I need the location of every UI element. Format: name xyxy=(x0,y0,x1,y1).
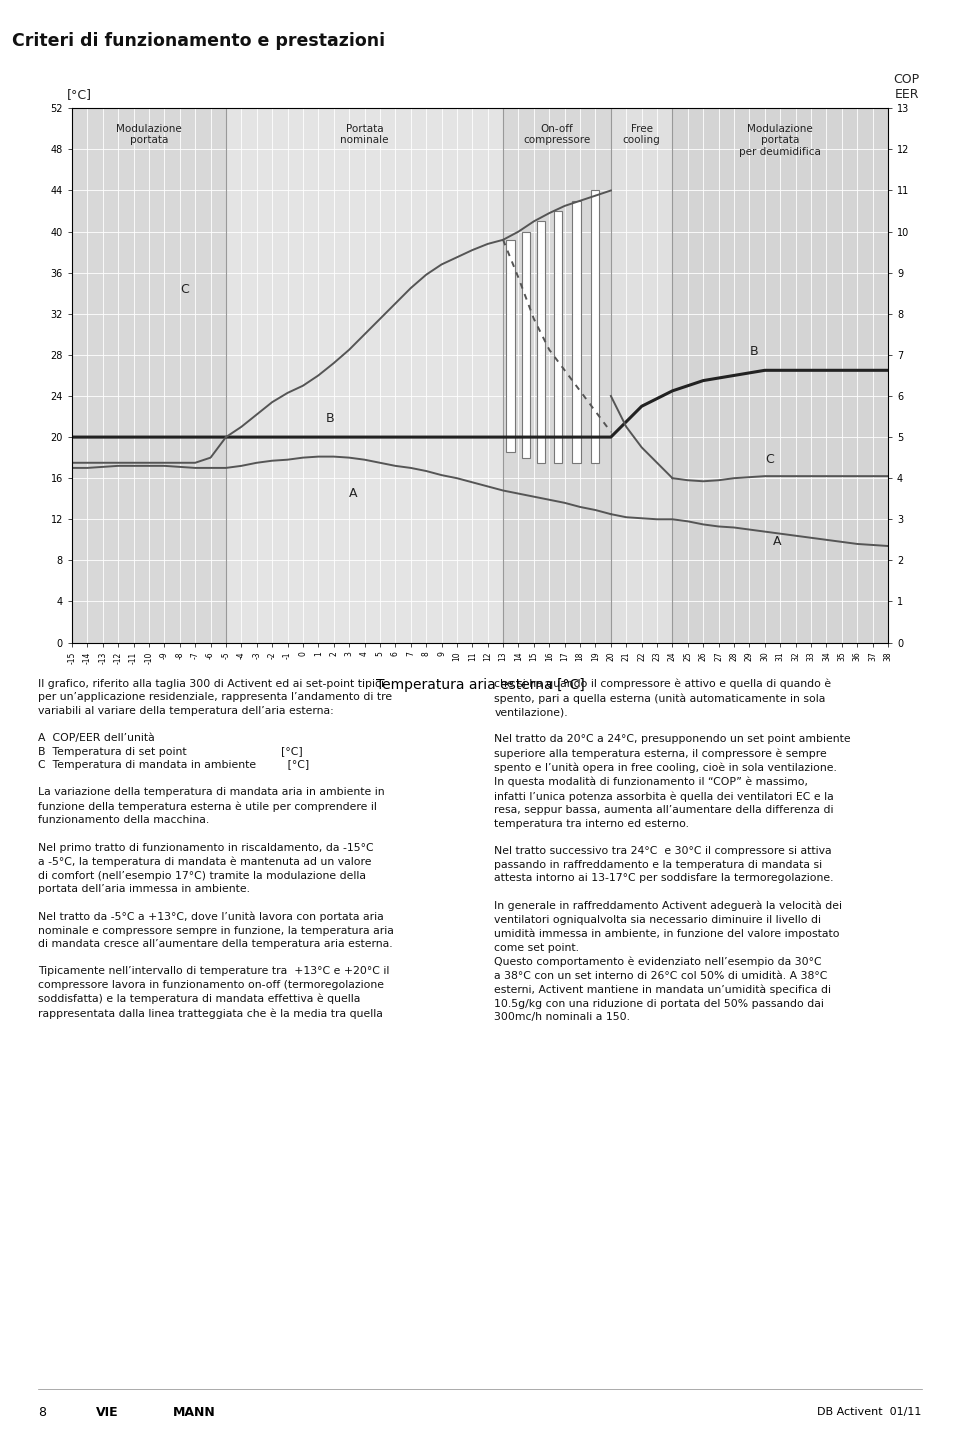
Text: A: A xyxy=(349,487,358,500)
Text: Criteri di funzionamento e prestazioni: Criteri di funzionamento e prestazioni xyxy=(12,32,385,51)
Bar xyxy=(72,108,226,643)
Bar xyxy=(672,108,888,643)
X-axis label: Temperatura aria esterna [°C]: Temperatura aria esterna [°C] xyxy=(375,677,585,692)
Text: On-off
compressore: On-off compressore xyxy=(523,124,590,146)
Text: C: C xyxy=(765,453,774,466)
Text: Il grafico, riferito alla taglia 300 di Activent ed ai set-point tipici
per un’a: Il grafico, riferito alla taglia 300 di … xyxy=(38,679,395,1018)
Text: Portata
nominale: Portata nominale xyxy=(340,124,389,146)
Text: B: B xyxy=(750,345,758,358)
Bar xyxy=(503,108,611,643)
Text: S: S xyxy=(156,1409,163,1418)
Bar xyxy=(611,108,672,643)
Text: B: B xyxy=(326,412,335,425)
Bar xyxy=(506,240,515,452)
Bar xyxy=(554,211,563,462)
Text: MANN: MANN xyxy=(173,1405,216,1419)
Text: 8: 8 xyxy=(38,1405,46,1419)
Text: che si ha quando il compressore è attivo e quella di quando è
spento, pari a que: che si ha quando il compressore è attivo… xyxy=(494,679,851,1022)
Bar xyxy=(537,221,545,462)
Bar xyxy=(226,108,503,643)
Text: COP
EER: COP EER xyxy=(893,74,919,101)
Bar xyxy=(590,191,599,462)
Text: [°C]: [°C] xyxy=(67,88,92,101)
Bar xyxy=(572,201,581,462)
Bar xyxy=(521,231,530,458)
Text: A: A xyxy=(773,534,781,547)
Text: DB Activent  01/11: DB Activent 01/11 xyxy=(817,1408,922,1417)
Text: VIE: VIE xyxy=(96,1405,119,1419)
Text: Modulazione
portata
per deumidifica: Modulazione portata per deumidifica xyxy=(739,124,821,157)
Text: Free
cooling: Free cooling xyxy=(623,124,660,146)
Text: Modulazione
portata: Modulazione portata xyxy=(116,124,181,146)
Text: C: C xyxy=(180,283,188,296)
